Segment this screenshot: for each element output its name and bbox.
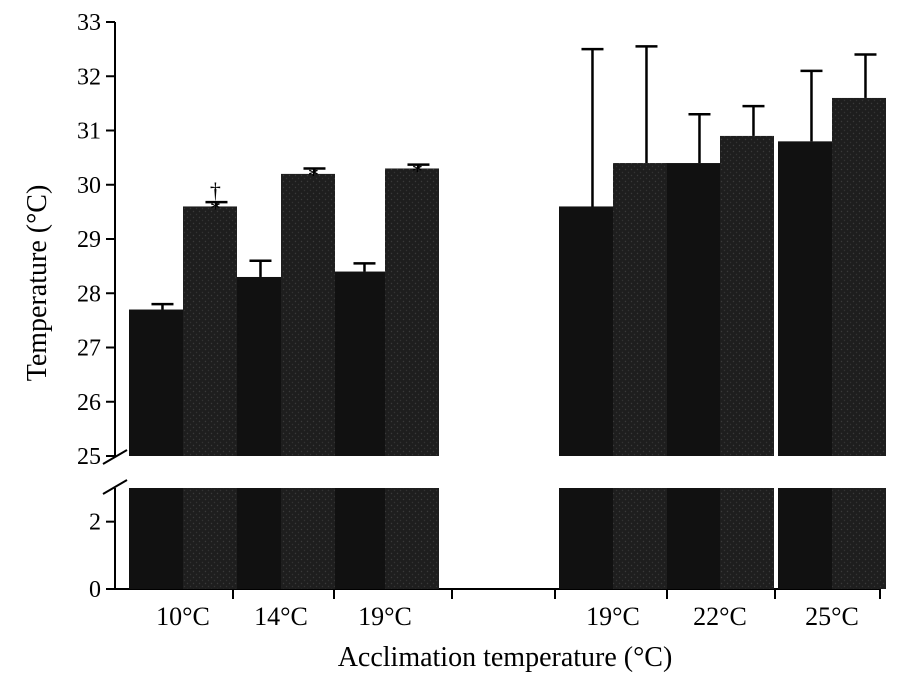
bar-lower	[183, 488, 237, 589]
y-tick-label: 32	[77, 64, 101, 90]
significance-marker: *	[412, 159, 423, 184]
bar-upper	[720, 135, 774, 457]
x-tick-label: 22°C	[693, 602, 747, 631]
bar-lower	[666, 488, 720, 589]
axes: 25 26 27 28 29 30 31 32 33 0 2	[77, 10, 881, 603]
bar-upper	[331, 271, 385, 456]
significance-marker: †	[210, 178, 221, 203]
bar-upper	[281, 173, 335, 456]
bar-lower	[832, 488, 886, 589]
y-tick-label: 29	[77, 227, 101, 253]
bar-upper	[385, 168, 439, 456]
significance-marker: *	[210, 196, 221, 221]
y-axis-title: Temperature (°C)	[22, 185, 53, 382]
bars	[129, 97, 886, 589]
y-tick-label: 25	[77, 444, 101, 470]
y-tick-label: 28	[77, 281, 101, 307]
y-tick-label: 31	[77, 119, 101, 145]
bar-upper	[666, 163, 720, 457]
bar-upper	[613, 163, 667, 457]
bar-upper	[559, 206, 613, 456]
bar-lower	[129, 488, 183, 589]
x-tick-label: 19°C	[358, 602, 412, 631]
bar-lower	[613, 488, 667, 589]
bar-lower	[720, 488, 774, 589]
bar-upper	[778, 141, 832, 456]
error-bars	[151, 45, 877, 310]
bar-lower	[559, 488, 613, 589]
x-tick-label: 14°C	[254, 602, 308, 631]
x-axis-title: Acclimation temperature (°C)	[338, 642, 673, 673]
y-tick-label: 2	[89, 510, 101, 536]
significance-marker: *	[308, 162, 319, 187]
bar-upper	[832, 97, 886, 456]
bar-lower	[331, 488, 385, 589]
bar-lower	[778, 488, 832, 589]
x-tick-label: 25°C	[805, 602, 859, 631]
y-tick-label: 30	[77, 173, 101, 199]
y-tick-label: 33	[77, 10, 101, 36]
bar-lower	[281, 488, 335, 589]
x-tick-label: 19°C	[586, 602, 640, 631]
bar-upper	[129, 309, 183, 456]
bar-lower	[385, 488, 439, 589]
bar-upper	[183, 206, 237, 456]
labels: *†* *10°C 14°C 19°C 19°C 22°C 25°C	[156, 159, 859, 631]
y-tick-label: 26	[77, 390, 101, 416]
y-tick-label: 27	[77, 336, 101, 362]
x-tick-label: 10°C	[156, 602, 210, 631]
axis-break-mark-lower	[102, 479, 128, 495]
y-tick-label: 0	[89, 577, 101, 603]
